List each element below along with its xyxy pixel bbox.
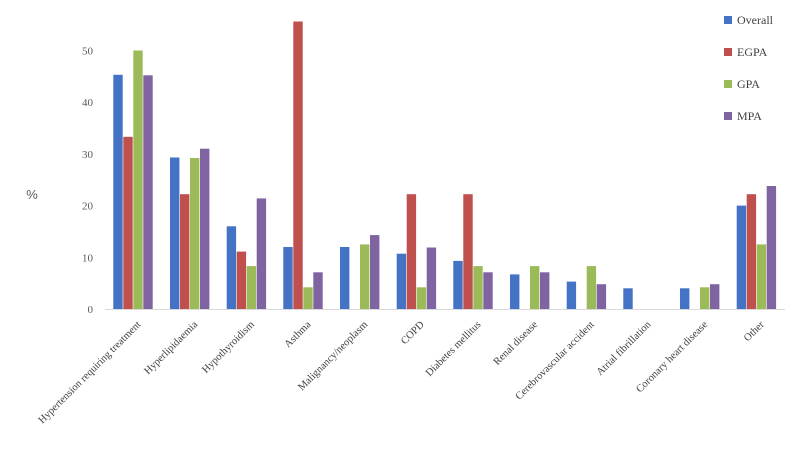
y-tick-label-20: 20	[82, 201, 94, 213]
legend-item-egpa: EGPA	[724, 45, 768, 59]
legend: Overall EGPA GPA MPA	[724, 13, 774, 123]
bar-mpa-malignancy-neoplasm	[370, 235, 380, 309]
bar-gpa-copd	[416, 287, 427, 309]
legend-item-overall: Overall	[724, 13, 774, 27]
legend-item-mpa: MPA	[724, 109, 762, 123]
legend-label-egpa: EGPA	[737, 45, 768, 59]
y-tick-label-30: 30	[82, 149, 94, 161]
bar-egpa-diabetes-mellitus	[463, 194, 473, 309]
y-axis-label: %	[26, 187, 38, 202]
legend-swatch-overall	[724, 16, 732, 24]
bar-egpa-other	[746, 194, 757, 309]
bar-egpa-hypothyroidism	[236, 251, 247, 309]
x-category-label-hyperlipidaemia: Hyperlipidaemia	[142, 319, 200, 377]
bar-mpa-other	[766, 186, 777, 309]
bar-overall-coronary-heart-disease	[680, 288, 690, 309]
legend-label-overall: Overall	[737, 13, 774, 27]
bar-overall-renal-disease	[510, 274, 520, 309]
y-tick-label-40: 40	[82, 97, 94, 109]
bar-egpa-asthma	[293, 21, 303, 309]
x-category-label-other: Other	[742, 319, 767, 344]
bar-overall-cerebrovascular-accident	[566, 281, 577, 309]
legend-label-gpa: GPA	[737, 77, 760, 91]
x-category-label-hypothyroidism: Hypothyroidism	[200, 319, 256, 375]
bar-mpa-asthma	[313, 272, 323, 309]
bar-overall-malignancy-neoplasm	[340, 247, 350, 309]
legend-label-mpa: MPA	[737, 109, 762, 123]
bar-gpa-cerebrovascular-accident	[586, 266, 597, 309]
bar-mpa-copd	[426, 247, 437, 309]
bar-mpa-cerebrovascular-accident	[596, 284, 607, 309]
bar-gpa-other	[756, 244, 767, 309]
bar-mpa-diabetes-mellitus	[483, 272, 493, 309]
bar-gpa-coronary-heart-disease	[700, 287, 710, 309]
bar-overall-hypothyroidism	[226, 226, 237, 309]
bar-gpa-asthma	[303, 287, 313, 309]
bar-gpa-renal-disease	[530, 266, 540, 309]
x-category-label-renal-disease: Renal disease	[492, 319, 541, 368]
legend-swatch-mpa	[724, 112, 732, 120]
bar-overall-copd	[396, 253, 407, 309]
y-tick-label-50: 50	[82, 46, 94, 58]
bar-overall-other	[736, 205, 747, 309]
bar-gpa-hyperlipidaemia	[190, 158, 200, 309]
bar-egpa-hypertension-requiring-treatment	[123, 136, 133, 309]
bar-overall-hypertension-requiring-treatment	[113, 74, 123, 309]
bar-mpa-renal-disease	[540, 272, 550, 309]
bar-egpa-hyperlipidaemia	[180, 194, 190, 309]
bar-mpa-hyperlipidaemia	[200, 148, 210, 309]
bar-mpa-coronary-heart-disease	[710, 284, 720, 309]
bar-overall-hyperlipidaemia	[170, 157, 180, 309]
legend-swatch-gpa	[724, 80, 732, 88]
bar-egpa-copd	[406, 194, 417, 309]
y-tick-label-0: 0	[88, 304, 94, 316]
bar-gpa-hypertension-requiring-treatment	[133, 50, 143, 309]
x-category-label-atrial-fibrillation: Atrial fibrillation	[595, 319, 654, 378]
bar-gpa-hypothyroidism	[246, 266, 257, 309]
bars	[113, 21, 777, 309]
x-category-label-hypertension-requiring-treatment: Hypertension requiring treatment	[37, 319, 144, 426]
x-category-label-copd: COPD	[399, 319, 427, 347]
y-axis-ticks: 0 10 20 30 40 50	[82, 46, 94, 317]
bar-gpa-malignancy-neoplasm	[360, 244, 370, 309]
legend-item-gpa: GPA	[724, 77, 760, 91]
bar-overall-diabetes-mellitus	[453, 260, 463, 309]
bar-mpa-hypertension-requiring-treatment	[143, 75, 153, 309]
y-tick-label-10: 10	[82, 252, 94, 264]
x-category-label-diabetes-mellitus: Diabetes mellitus	[424, 319, 484, 379]
x-category-label-asthma: Asthma	[283, 319, 314, 350]
legend-swatch-egpa	[724, 48, 732, 56]
bar-gpa-diabetes-mellitus	[473, 266, 483, 309]
bar-overall-asthma	[283, 247, 293, 309]
bar-mpa-hypothyroidism	[256, 198, 267, 309]
bar-overall-atrial-fibrillation	[623, 288, 633, 309]
x-axis-category-labels: Hypertension requiring treatmentHyperlip…	[37, 319, 767, 426]
